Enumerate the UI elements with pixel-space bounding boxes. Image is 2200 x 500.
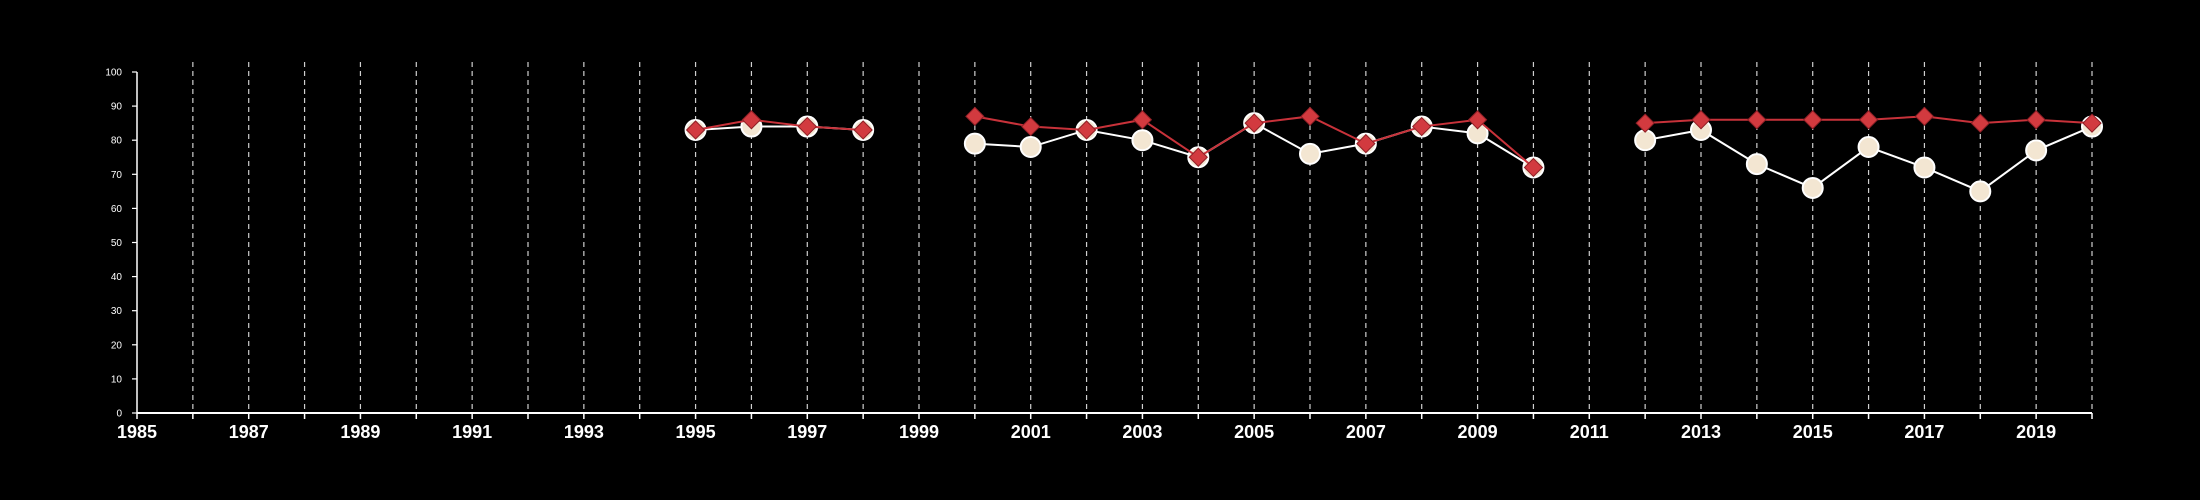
point-2008 xyxy=(1412,116,1432,137)
x-tick-label-1989: 1989 xyxy=(340,422,380,442)
point-2018 xyxy=(1969,180,1992,203)
point-2019 xyxy=(2026,110,2046,130)
point-2005 xyxy=(1244,113,1264,133)
x-tick-label-2011: 2011 xyxy=(1570,422,1609,442)
x-tick-label-1995: 1995 xyxy=(676,422,716,442)
point-2016 xyxy=(1858,110,1879,130)
point-2000 xyxy=(963,132,986,155)
point-2014 xyxy=(1745,153,1768,176)
point-2009 xyxy=(1467,110,1488,130)
x-tick-label-1987: 1987 xyxy=(229,422,269,442)
point-2003 xyxy=(1132,110,1153,130)
y-tick-label-60: 60 xyxy=(111,204,123,215)
point-2001 xyxy=(1021,116,1041,137)
point-2017 xyxy=(1914,106,1935,127)
point-2001 xyxy=(1019,136,1042,159)
x-tick-label-2005: 2005 xyxy=(1234,422,1274,442)
x-tick-label-2019: 2019 xyxy=(2016,422,2056,442)
x-tick-label-2015: 2015 xyxy=(1793,422,1833,442)
point-1996 xyxy=(741,110,762,130)
series-layer xyxy=(684,106,2103,203)
x-tick-label-1991: 1991 xyxy=(452,422,492,442)
point-1997 xyxy=(797,116,817,137)
point-2004 xyxy=(1188,147,1208,167)
point-1995 xyxy=(685,120,706,140)
x-tick-label-2017: 2017 xyxy=(1904,422,1944,442)
y-tick-label-30: 30 xyxy=(111,306,123,317)
x-tick-label-2003: 2003 xyxy=(1122,422,1162,442)
y-tick-label-0: 0 xyxy=(116,409,122,420)
x-tick-label-2007: 2007 xyxy=(1346,422,1386,442)
x-tick-label-1985: 1985 xyxy=(117,422,157,442)
point-2006 xyxy=(1299,142,1321,165)
point-2012 xyxy=(1635,113,1655,133)
y-tick-label-90: 90 xyxy=(111,102,123,113)
point-2010 xyxy=(1523,157,1544,178)
point-2018 xyxy=(1970,113,1990,133)
x-tick-label-1993: 1993 xyxy=(564,422,604,442)
series-2-line-1 xyxy=(695,118,864,131)
point-2016 xyxy=(1857,136,1880,159)
y-tick-label-50: 50 xyxy=(111,238,123,249)
point-2019 xyxy=(2025,139,2048,162)
y-tick-label-10: 10 xyxy=(111,374,123,385)
point-2000 xyxy=(965,106,985,127)
x-tick-label-2001: 2001 xyxy=(1011,422,1051,442)
point-2015 xyxy=(1803,110,1823,130)
y-tick-label-100: 100 xyxy=(105,68,122,79)
point-2013 xyxy=(1691,110,1711,130)
y-tick-label-70: 70 xyxy=(111,170,123,181)
point-2020 xyxy=(2082,113,2102,133)
point-2017 xyxy=(1913,156,1936,179)
point-2007 xyxy=(1356,133,1376,154)
point-2003 xyxy=(1131,129,1154,152)
point-2014 xyxy=(1747,110,1767,130)
point-2006 xyxy=(1300,106,1320,127)
y-tick-label-40: 40 xyxy=(111,272,123,283)
y-tick-label-80: 80 xyxy=(111,136,123,147)
x-tick-label-2013: 2013 xyxy=(1681,422,1721,442)
y-tick-label-20: 20 xyxy=(111,340,123,351)
x-tick-label-1997: 1997 xyxy=(787,422,827,442)
x-tick-label-2009: 2009 xyxy=(1458,422,1498,442)
point-2002 xyxy=(1076,120,1097,140)
x-tick-label-1999: 1999 xyxy=(899,422,939,442)
point-1998 xyxy=(853,120,873,140)
point-2012 xyxy=(1634,129,1657,152)
point-2015 xyxy=(1801,176,1824,199)
series-2 xyxy=(685,106,2102,178)
axes: 0 10 20 30 40 50 60 70 80 90 100 1985 1987 1989 1991 19… xyxy=(105,68,2093,442)
